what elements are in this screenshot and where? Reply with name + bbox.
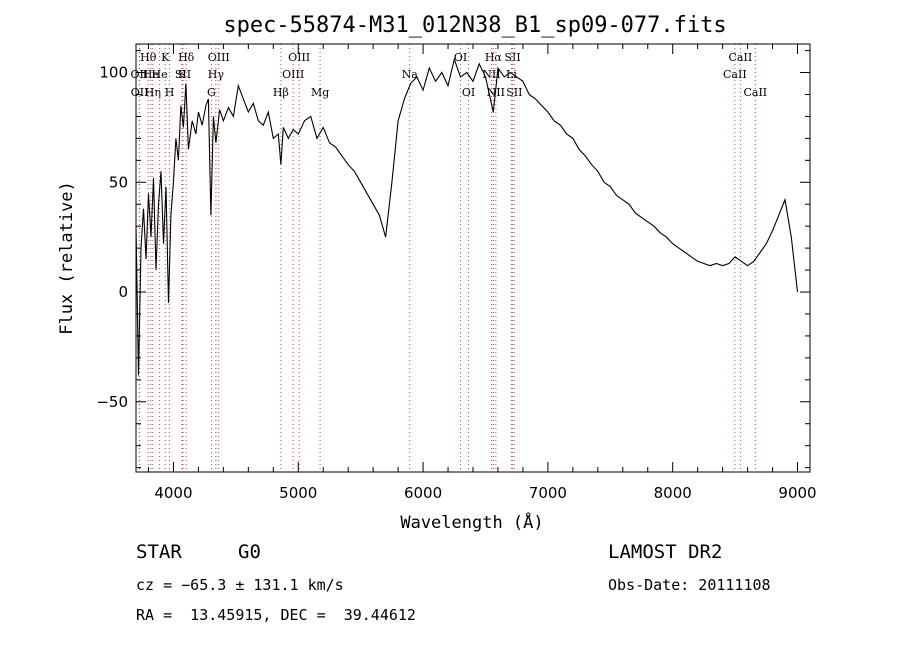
x-tick-label: 8000 <box>654 484 692 502</box>
object-subclass: G0 <box>238 541 261 563</box>
line-marker-label: NII <box>482 68 500 81</box>
observation-date: Obs-Date: 20111108 <box>608 576 771 594</box>
x-tick-label: 9000 <box>778 484 816 502</box>
line-marker-label: OIII <box>208 51 230 64</box>
plot-frame <box>135 43 811 473</box>
line-marker-label: OI <box>454 51 467 64</box>
line-marker-label: He <box>152 68 168 81</box>
spectrum-line <box>135 57 799 376</box>
y-axis-label: Flux (relative) <box>57 181 77 335</box>
line-marker-label: SII <box>506 86 522 99</box>
line-marker-label: Li <box>506 68 517 81</box>
line-marker-label: SII <box>175 68 191 81</box>
y-axis-ticks: −50 0 50 100 <box>96 50 810 469</box>
line-marker-label: CaII <box>729 51 753 64</box>
x-axis-label: Wavelength (Å) <box>400 511 543 533</box>
line-marker-label: S <box>178 68 186 81</box>
line-marker-label: Hθ <box>140 51 157 64</box>
line-marker-label: OII <box>131 86 149 99</box>
y-tick-label: 50 <box>109 173 128 191</box>
x-tick-label: 5000 <box>279 484 317 502</box>
line-marker-label: Na <box>402 68 419 81</box>
x-tick-label: 7000 <box>529 484 567 502</box>
line-marker-label: G <box>207 86 216 99</box>
line-marker-label: OIII <box>282 68 304 81</box>
coordinates: RA = 13.45915, DEC = 39.44612 <box>136 606 416 624</box>
line-marker-label: H <box>165 86 175 99</box>
y-tick-label: 100 <box>99 64 128 82</box>
redshift-readout: cz = −65.3 ± 131.1 km/s <box>136 576 344 594</box>
line-marker-label: CaII <box>723 68 747 81</box>
line-marker-label: K <box>161 51 170 64</box>
y-tick-label: 0 <box>118 283 128 301</box>
x-tick-label: 6000 <box>404 484 442 502</box>
chart-title: spec-55874-M31_012N38_B1_sp09-077.fits <box>223 13 726 38</box>
line-marker-label: Hη <box>145 86 161 99</box>
y-tick-label: −50 <box>96 393 128 411</box>
line-marker-label: OII <box>131 68 149 81</box>
line-marker-label: SII <box>504 51 520 64</box>
survey-name: LAMOST DR2 <box>608 541 723 563</box>
line-marker-label: Hα <box>485 51 503 64</box>
line-marker-label: Mg <box>311 86 329 99</box>
line-marker-label: He <box>143 68 159 81</box>
line-marker-label: Hδ <box>178 51 195 64</box>
line-marker-label: Hβ <box>273 86 289 99</box>
line-marker-label: CaII <box>743 86 767 99</box>
object-class: STAR <box>136 541 182 563</box>
line-marker-label: OIII <box>288 51 310 64</box>
line-marker-label: OI <box>462 86 475 99</box>
line-marker-label: Hγ <box>208 68 225 81</box>
x-tick-label: 4000 <box>154 484 192 502</box>
x-axis-ticks: 4000 5000 6000 7000 8000 9000 <box>147 44 817 502</box>
